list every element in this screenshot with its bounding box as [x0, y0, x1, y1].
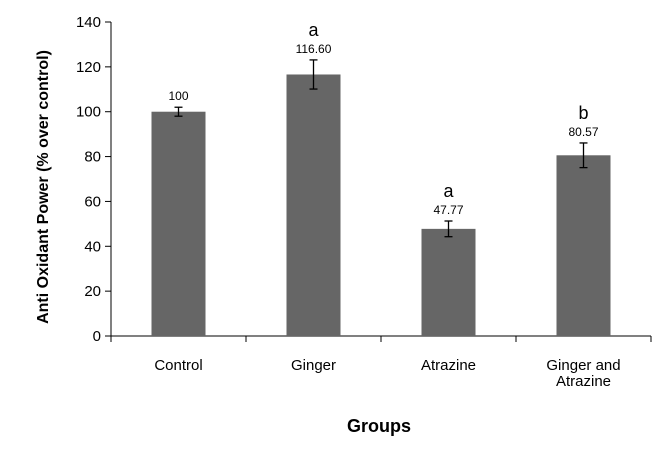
- data-label: 116.60: [296, 42, 332, 56]
- x-tick-label: Ginger and: [546, 357, 620, 374]
- y-axis-title: Anti Oxidant Power (% over control): [35, 50, 52, 324]
- significance-label: a: [308, 20, 319, 40]
- bars: [151, 59, 611, 337]
- bar: [286, 74, 341, 337]
- bar: [556, 155, 611, 336]
- x-axis-title: Groups: [347, 416, 411, 436]
- significance-label: b: [578, 103, 588, 123]
- x-tick-label: Ginger: [291, 357, 336, 374]
- y-tick-label: 0: [93, 328, 101, 345]
- data-label: 100: [168, 89, 188, 103]
- significance-label: a: [443, 181, 454, 201]
- y-tick-label: 60: [84, 193, 101, 210]
- y-tick-label: 80: [84, 149, 101, 166]
- y-tick-label: 40: [84, 238, 101, 255]
- bar: [151, 111, 206, 336]
- data-label: 47.77: [433, 203, 463, 217]
- y-tick-label: 20: [84, 283, 101, 300]
- y-tick-label: 140: [76, 14, 101, 31]
- x-tick-label: Atrazine: [421, 357, 476, 374]
- y-tick-label: 120: [76, 59, 101, 76]
- x-tick-label: Control: [154, 357, 202, 374]
- x-tick-label: Atrazine: [556, 373, 611, 390]
- data-label: 80.57: [568, 125, 598, 139]
- bar: [421, 228, 476, 336]
- labels: 100 Control 116.60 a Ginger 47.77 a Atrazine 80.…: [154, 20, 620, 390]
- y-tick-label: 100: [76, 104, 101, 121]
- axes: 0 20 40 60 80 100 120 140: [76, 14, 652, 345]
